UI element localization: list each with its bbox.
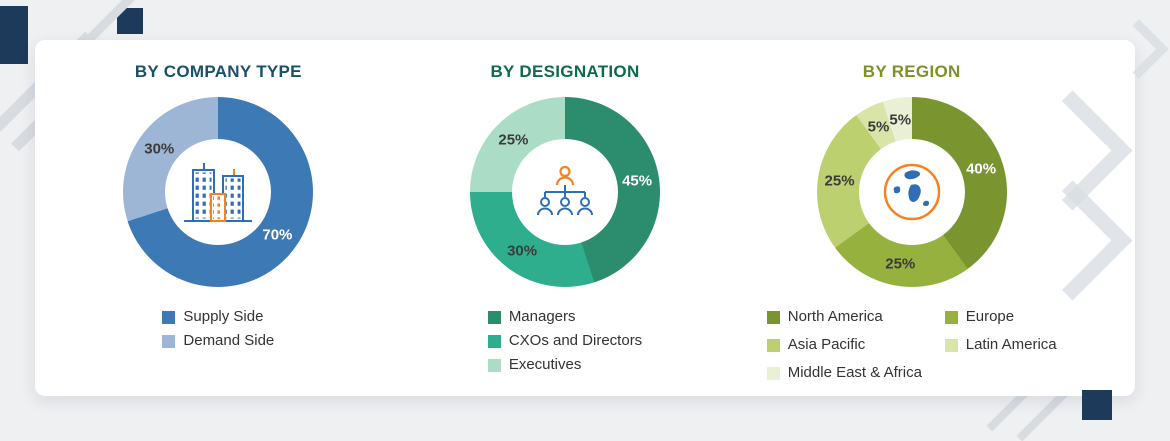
legend-item: Middle East & Africa: [766, 363, 945, 383]
legend-swatch: [766, 310, 780, 324]
legend-company-type: Supply Side Demand Side: [162, 303, 274, 355]
legend-swatch: [944, 338, 958, 352]
percent-label: 25%: [824, 172, 855, 190]
donut-hole: [858, 139, 965, 245]
percent-label: 70%: [262, 226, 293, 244]
donut-company-type: 70% 30%: [123, 97, 314, 287]
legend-swatch: [766, 366, 780, 380]
legend-item: Managers: [487, 307, 642, 327]
globe-icon: [883, 163, 940, 221]
legend-item: Latin America: [944, 335, 1057, 355]
legend-item: Executives: [487, 355, 642, 375]
chart-title-region: BY REGION: [862, 62, 961, 81]
percent-label: 25%: [498, 131, 529, 149]
legend-label: Latin America: [965, 336, 1057, 353]
legend-label: Asia Pacific: [787, 336, 866, 353]
legend-region: North America Europe Asia Pacific Latin …: [766, 303, 1057, 387]
chart-designation: BY DESIGNATION 45% 30% 25%: [392, 62, 739, 396]
legend-label: Middle East & Africa: [787, 364, 922, 381]
percent-label: 5%: [867, 118, 890, 136]
legend-label: North America: [787, 308, 883, 325]
legend-designation: Managers CXOs and Directors Executives: [487, 303, 643, 379]
legend-label: Europe: [965, 308, 1015, 325]
legend-swatch: [162, 310, 176, 324]
org-chart-icon: [537, 165, 593, 216]
percent-label: 5%: [889, 111, 912, 129]
legend-label: Supply Side: [183, 308, 264, 325]
accent-square-bottom-right: [1082, 390, 1112, 420]
legend-swatch: [487, 358, 501, 372]
legend-item: North America: [766, 307, 945, 327]
legend-item: Asia Pacific: [766, 335, 945, 355]
legend-item: Supply Side: [162, 307, 274, 327]
percent-label: 30%: [507, 242, 538, 260]
percent-label: 30%: [144, 140, 175, 158]
corner-accent-top-left: [0, 6, 28, 64]
buildings-icon: [184, 163, 253, 222]
chart-title-company-type: BY COMPANY TYPE: [134, 62, 302, 81]
chart-company-type: BY COMPANY TYPE: [45, 62, 392, 396]
percent-label: 25%: [885, 255, 916, 273]
chart-card: BY COMPANY TYPE: [35, 40, 1135, 396]
legend-label: CXOs and Directors: [508, 332, 643, 349]
legend-item: CXOs and Directors: [487, 331, 643, 351]
legend-swatch: [487, 310, 501, 324]
legend-swatch: [162, 334, 176, 348]
donut-designation: 45% 30% 25%: [470, 97, 660, 287]
legend-label: Demand Side: [183, 332, 275, 349]
legend-swatch: [766, 338, 780, 352]
legend-swatch: [487, 334, 501, 348]
donut-hole: [165, 139, 272, 245]
donut-hole: [512, 139, 618, 245]
legend-swatch: [944, 310, 958, 324]
legend-label: Managers: [508, 308, 576, 325]
chart-title-designation: BY DESIGNATION: [490, 62, 640, 81]
percent-label: 40%: [966, 160, 997, 178]
legend-label: Executives: [508, 356, 582, 373]
legend-item: Demand Side: [162, 331, 274, 351]
percent-label: 45%: [622, 172, 653, 190]
chart-region: BY REGION 40% 25% 25% 5% 5% North America Eu…: [738, 62, 1085, 396]
donut-region: 40% 25% 25% 5% 5%: [816, 97, 1007, 287]
legend-item: Europe: [944, 307, 1057, 327]
